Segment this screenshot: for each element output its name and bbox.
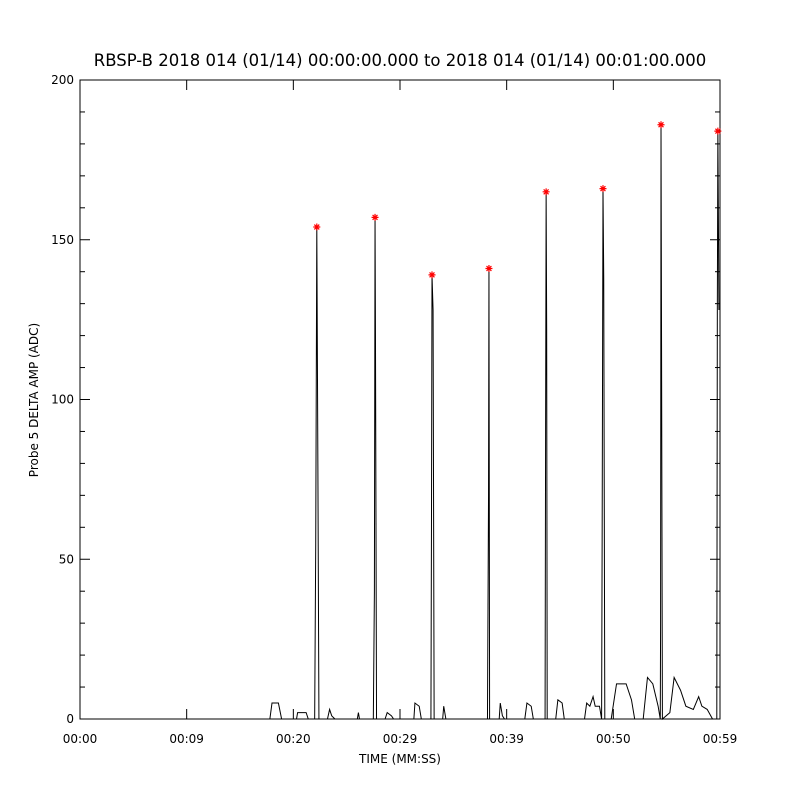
peak-marker [542,188,550,196]
x-tick-label: 00:09 [169,732,204,746]
chart-title: RBSP-B 2018 014 (01/14) 00:00:00.000 to … [94,51,707,70]
x-tick-label: 00:20 [276,732,311,746]
x-axis-label: TIME (MM:SS) [358,752,441,766]
y-tick-label: 200 [51,73,74,87]
x-tick-label: 00:29 [383,732,418,746]
y-tick-label: 50 [59,552,74,566]
y-axis-label: Probe 5 DELTA AMP (ADC) [27,323,41,477]
peak-marker [313,223,321,231]
peak-marker [714,127,722,135]
x-tick-label: 00:50 [596,732,631,746]
x-tick-label: 00:00 [63,732,98,746]
peak-marker [428,271,436,279]
x-tick-label: 00:59 [703,732,738,746]
peak-marker [657,121,665,129]
data-line [80,124,720,721]
y-tick-label: 100 [51,393,74,407]
peak-marker [485,265,493,273]
y-tick-label: 150 [51,233,74,247]
peak-marker [371,213,379,221]
x-tick-label: 00:39 [489,732,524,746]
y-tick-label: 0 [66,712,74,726]
peak-marker [599,185,607,193]
